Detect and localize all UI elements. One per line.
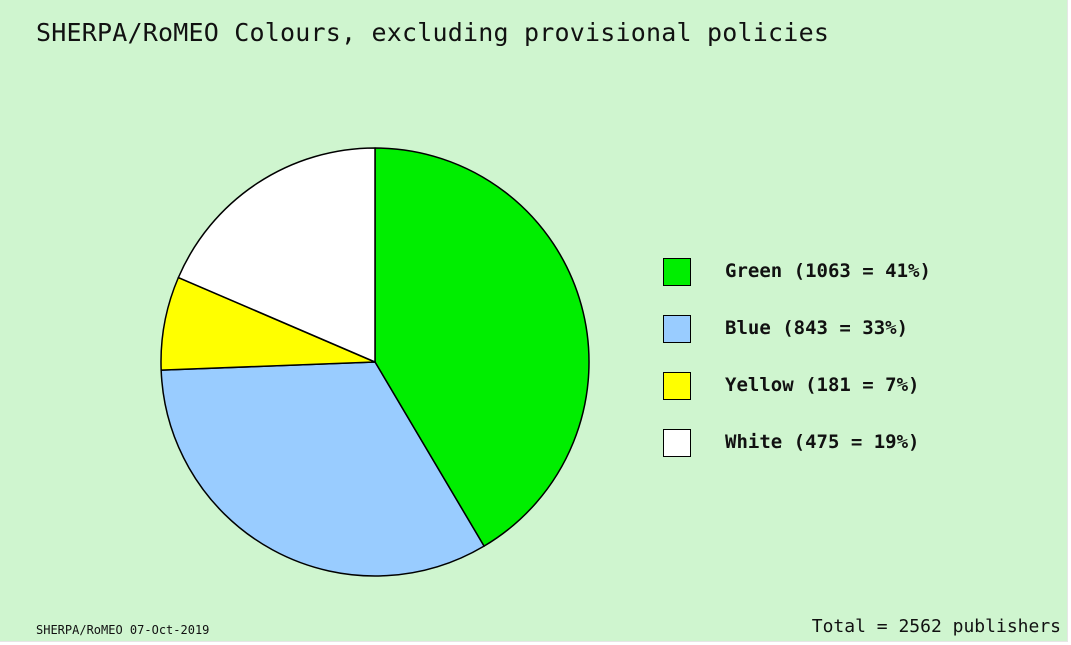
legend-label-white: White (475 = 19%) <box>725 431 920 453</box>
legend-label-green: Green (1063 = 41%) <box>725 260 931 282</box>
chart-title: SHERPA/RoMEO Colours, excluding provisio… <box>36 18 830 47</box>
legend-swatch-green <box>663 258 691 286</box>
legend-swatch-white <box>663 429 691 457</box>
legend-swatch-yellow <box>663 372 691 400</box>
legend-label-blue: Blue (843 = 33%) <box>725 317 909 339</box>
pie-slice-blue <box>160 361 485 577</box>
pie-slice-green <box>374 147 590 547</box>
pie-slice-white <box>177 147 376 363</box>
legend-label-yellow: Yellow (181 = 7%) <box>725 374 920 396</box>
total-footer: Total = 2562 publishers <box>811 616 1061 637</box>
source-footer: SHERPA/RoMEO 07-Oct-2019 <box>36 623 210 637</box>
legend-swatch-blue <box>663 315 691 343</box>
